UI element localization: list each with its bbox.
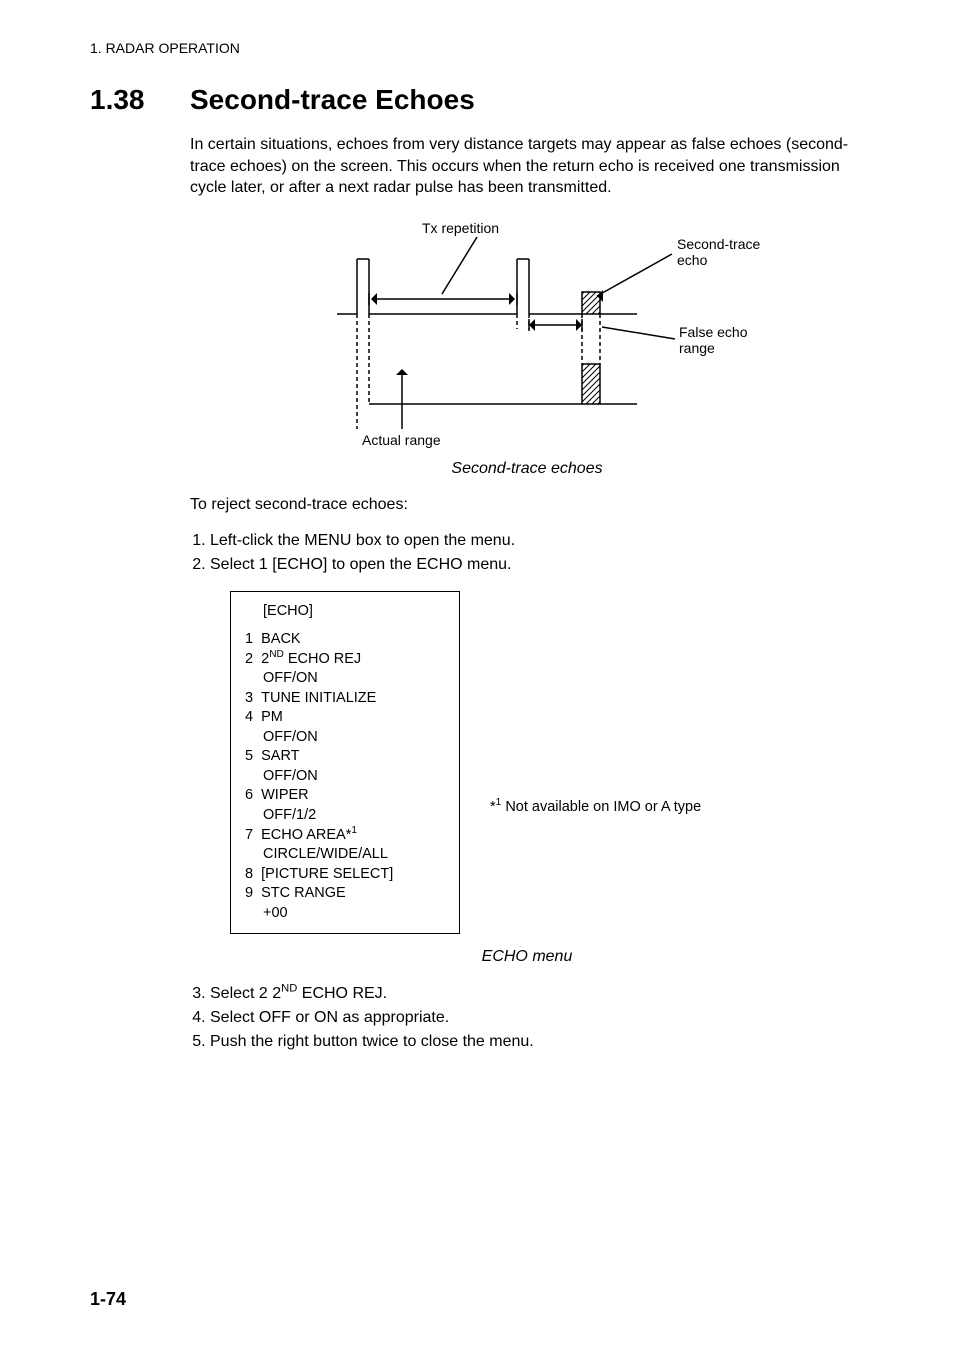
menu-item: 2 2ND ECHO REJ xyxy=(245,650,445,670)
menu-item: 7 ECHO AREA*1 xyxy=(245,826,445,846)
page-number: 1-74 xyxy=(90,1289,126,1310)
svg-text:Second-trace: Second-trace xyxy=(677,236,760,252)
svg-text:Tx repetition: Tx repetition xyxy=(422,220,499,236)
page: 1. RADAR OPERATION 1.38 Second-trace Ech… xyxy=(0,0,954,1350)
menu-item: 6 WIPER xyxy=(245,786,445,806)
svg-text:False echo: False echo xyxy=(679,324,748,340)
svg-text:range: range xyxy=(679,340,715,356)
section-title: Second-trace Echoes xyxy=(190,84,475,116)
menu-item-sub: +00 xyxy=(263,904,445,924)
section-heading: 1.38 Second-trace Echoes xyxy=(90,84,864,116)
section-number: 1.38 xyxy=(90,84,190,116)
menu-item-sub: OFF/ON xyxy=(263,669,445,689)
menu-item: 4 PM xyxy=(245,708,445,728)
svg-text:Actual range: Actual range xyxy=(362,432,441,448)
menu-title: [ECHO] xyxy=(263,602,445,622)
menu-caption: ECHO menu xyxy=(190,948,864,966)
menu-item: 3 TUNE INITIALIZE xyxy=(245,689,445,709)
intro-paragraph: In certain situations, echoes from very … xyxy=(190,134,864,199)
step-item: Push the right button twice to close the… xyxy=(210,1030,864,1054)
figure-second-trace-diagram: Tx repetition Second-traceecho False echor… xyxy=(267,219,787,454)
diagram-svg: Tx repetition Second-traceecho False echor… xyxy=(267,219,787,449)
svg-text:echo: echo xyxy=(677,252,708,268)
body: In certain situations, echoes from very … xyxy=(190,134,864,1054)
running-header: 1. RADAR OPERATION xyxy=(90,40,864,56)
echo-menu-box: [ECHO]1 BACK2 2ND ECHO REJOFF/ON3 TUNE I… xyxy=(230,591,460,934)
menu-item-sub: CIRCLE/WIDE/ALL xyxy=(263,845,445,865)
menu-item: 9 STC RANGE xyxy=(245,884,445,904)
steps-list-a: Left-click the MENU box to open the menu… xyxy=(190,529,864,577)
step-item: Select 2 2ND ECHO REJ. xyxy=(210,982,864,1006)
echo-area-footnote: *1 Not available on IMO or A type xyxy=(490,799,701,815)
menu-item-sub: OFF/ON xyxy=(263,767,445,787)
steps-list-b: Select 2 2ND ECHO REJ.Select OFF or ON a… xyxy=(190,982,864,1054)
menu-item-sub: OFF/1/2 xyxy=(263,806,445,826)
step-item: Select OFF or ON as appropriate. xyxy=(210,1006,864,1030)
figure1-caption: Second-trace echoes xyxy=(190,460,864,478)
echo-menu-area: [ECHO]1 BACK2 2ND ECHO REJOFF/ON3 TUNE I… xyxy=(230,591,864,934)
step-item: Select 1 [ECHO] to open the ECHO menu. xyxy=(210,553,864,577)
menu-item: 8 [PICTURE SELECT] xyxy=(245,865,445,885)
menu-item-sub: OFF/ON xyxy=(263,728,445,748)
menu-item: 5 SART xyxy=(245,747,445,767)
menu-item: 1 BACK xyxy=(245,630,445,650)
reject-intro-line: To reject second-trace echoes: xyxy=(190,494,864,516)
step-item: Left-click the MENU box to open the menu… xyxy=(210,529,864,553)
